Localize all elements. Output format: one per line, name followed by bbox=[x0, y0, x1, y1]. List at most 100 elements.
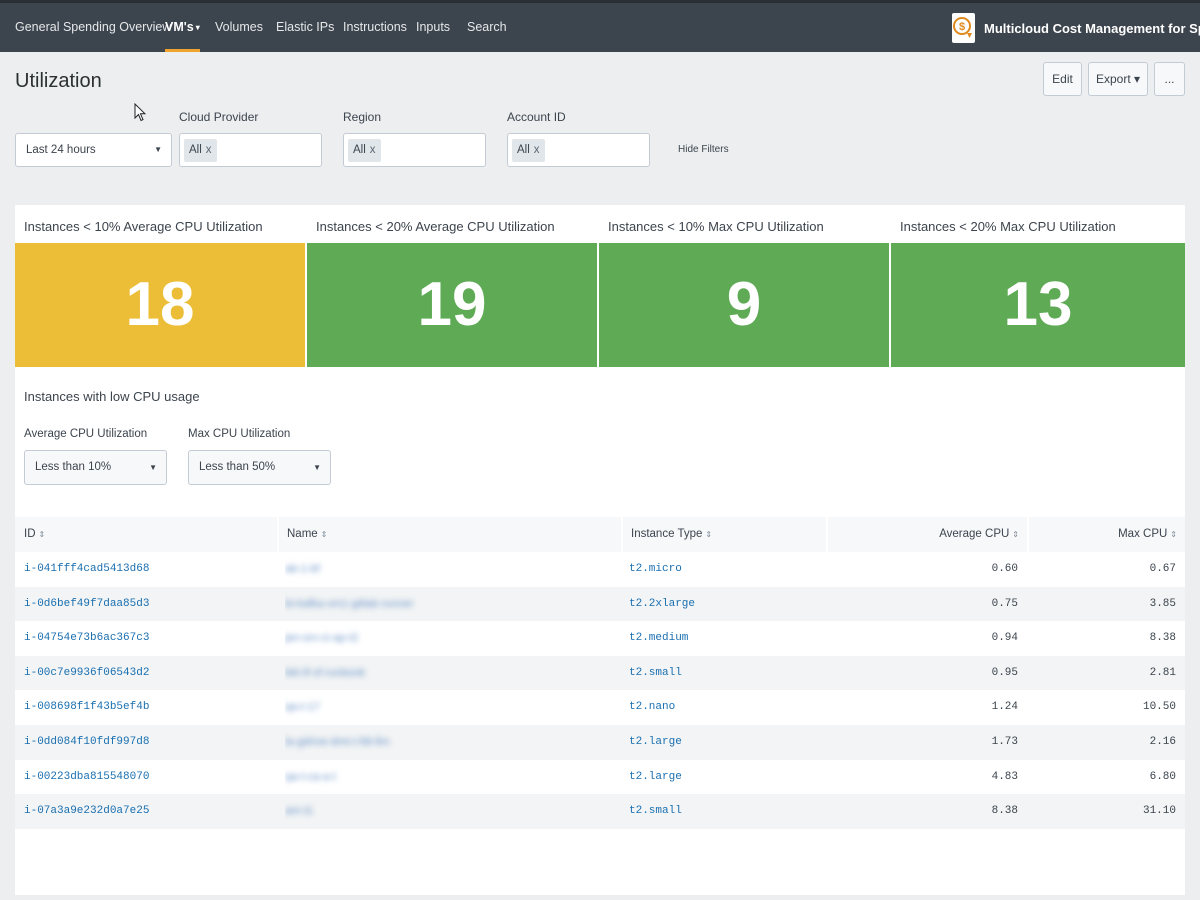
instance-type-link[interactable]: t2.small bbox=[629, 666, 682, 679]
single-value-number: 9 bbox=[726, 270, 762, 339]
region-label: Region bbox=[343, 110, 382, 124]
nav-label: Instructions bbox=[343, 20, 407, 34]
sort-icon: ⇕ bbox=[320, 530, 328, 539]
app-title: Multicloud Cost Management for Splunk bbox=[984, 21, 1200, 36]
page-title: Utilization bbox=[15, 70, 102, 92]
table-row: i-0d6bef49f7daa85d3 bi-kafka-vm1-gitlab-… bbox=[15, 586, 1185, 622]
instance-id-link[interactable]: i-07a3a9e232d0a7e25 bbox=[24, 805, 150, 818]
single-value-tile[interactable]: 19 bbox=[307, 243, 597, 367]
single-value-panel: Instances < 20% Average CPU Utilization … bbox=[307, 205, 597, 367]
nav-search[interactable]: Search bbox=[467, 3, 507, 52]
nav-label: Search bbox=[467, 20, 507, 34]
instance-type-link[interactable]: t2.small bbox=[629, 805, 682, 818]
nav-inputs[interactable]: Inputs bbox=[416, 3, 450, 52]
instance-type-link[interactable]: t2.large bbox=[629, 770, 682, 783]
average-cpu-value: 4.83 bbox=[991, 770, 1018, 783]
instance-type-link[interactable]: t2.nano bbox=[629, 701, 676, 714]
cloud-provider-multiselect[interactable]: All x bbox=[179, 133, 322, 167]
table-row: i-008698f1f43b5ef4b qa-t-17 t2.nano 1.24… bbox=[15, 690, 1185, 725]
average-cpu-value: 0.75 bbox=[991, 597, 1018, 610]
nav-vms[interactable]: VM's ▾ bbox=[165, 3, 200, 52]
account-id-tag: All x bbox=[512, 139, 545, 162]
nav-instructions[interactable]: Instructions bbox=[343, 3, 407, 52]
nav-label: Volumes bbox=[215, 20, 263, 34]
table-row: i-04754e73b6ac367c3 jen-srv-ci-ap-t2 t2.… bbox=[15, 621, 1185, 656]
instance-id-link[interactable]: i-04754e73b6ac367c3 bbox=[24, 632, 150, 645]
instance-name: am-t1 bbox=[285, 794, 445, 829]
table-header: ID ⇕ Name ⇕ Instance Type ⇕ Average CPU ⇕ Ma… bbox=[15, 517, 1185, 552]
single-value-tile[interactable]: 18 bbox=[15, 243, 305, 367]
instance-id-link[interactable]: i-008698f1f43b5ef4b bbox=[24, 701, 150, 714]
average-cpu-value: 1.24 bbox=[991, 701, 1018, 714]
instance-id-link[interactable]: i-0d6bef49f7daa85d3 bbox=[24, 597, 150, 610]
instance-type-link[interactable]: t2.2xlarge bbox=[629, 597, 696, 610]
dashboard-panel: Instances < 10% Average CPU Utilization … bbox=[15, 205, 1185, 895]
svg-text:$: $ bbox=[959, 21, 965, 33]
region-tag: All x bbox=[348, 139, 381, 162]
instance-name: qa-t-ca-a-t bbox=[285, 760, 445, 795]
max-cpu-value: 10.50 bbox=[1142, 701, 1176, 714]
tag-label: All bbox=[517, 144, 530, 156]
column-header-instance-type[interactable]: Instance Type ⇕ bbox=[621, 517, 826, 552]
max-cpu-value: Less than 50% bbox=[199, 461, 276, 473]
nav-general-spending-overview[interactable]: General Spending Overview bbox=[15, 3, 171, 52]
edit-button[interactable]: Edit bbox=[1043, 62, 1082, 96]
hide-filters-link[interactable]: Hide Filters bbox=[678, 144, 729, 155]
instance-id-link[interactable]: i-041fff4cad5413d68 bbox=[24, 563, 150, 575]
export-button[interactable]: Export ▾ bbox=[1088, 62, 1148, 96]
column-label: Average CPU bbox=[939, 528, 1010, 540]
max-cpu-value: 3.85 bbox=[1149, 597, 1176, 610]
max-cpu-dropdown[interactable]: Less than 50% ▼ bbox=[188, 450, 331, 485]
account-id-multiselect[interactable]: All x bbox=[507, 133, 650, 167]
account-id-label: Account ID bbox=[507, 110, 566, 124]
sort-icon: ⇕ bbox=[705, 530, 713, 539]
nav-elastic-ips[interactable]: Elastic IPs bbox=[276, 3, 334, 52]
max-cpu-value: 0.67 bbox=[1149, 563, 1176, 575]
instance-type-link[interactable]: t2.medium bbox=[629, 632, 689, 645]
table-row: i-07a3a9e232d0a7e25 am-t1 t2.small 8.38 … bbox=[15, 794, 1185, 829]
blurred-name-text: ab-1-bf bbox=[285, 563, 320, 575]
blurred-name-text: la-gdrive-dmt-t-fdt-llm bbox=[285, 735, 390, 748]
average-cpu-value: 8.38 bbox=[991, 805, 1018, 818]
single-value-panel: Instances < 10% Max CPU Utilization 9 bbox=[599, 205, 889, 367]
app-logo-icon: $ bbox=[952, 13, 975, 43]
sort-icon: ⇕ bbox=[1170, 530, 1177, 539]
single-value-number: 19 bbox=[417, 270, 487, 339]
blurred-name-text: qa-t-17 bbox=[285, 701, 320, 714]
remove-tag-icon[interactable]: x bbox=[533, 144, 540, 156]
instance-id-link[interactable]: i-00c7e9936f06543d2 bbox=[24, 666, 150, 679]
tag-label: All bbox=[189, 144, 202, 156]
instance-id-link[interactable]: i-00223dba815548070 bbox=[24, 770, 150, 783]
instance-type-link[interactable]: t2.large bbox=[629, 735, 682, 748]
single-value-title: Instances < 20% Max CPU Utilization bbox=[900, 219, 1116, 234]
more-actions-button[interactable]: ... bbox=[1154, 62, 1185, 96]
time-range-picker[interactable]: Last 24 hours ▼ bbox=[15, 133, 172, 167]
column-header-average-cpu[interactable]: Average CPU ⇕ bbox=[826, 517, 1027, 552]
single-value-tile[interactable]: 13 bbox=[891, 243, 1185, 367]
single-value-tile[interactable]: 9 bbox=[599, 243, 889, 367]
low-cpu-panel-title: Instances with low CPU usage bbox=[24, 389, 200, 404]
avg-cpu-dropdown[interactable]: Less than 10% ▼ bbox=[24, 450, 167, 485]
instance-name: la-gdrive-dmt-t-fdt-llm bbox=[285, 725, 445, 760]
region-multiselect[interactable]: All x bbox=[343, 133, 486, 167]
nav-label: Elastic IPs bbox=[276, 20, 335, 34]
average-cpu-value: 1.73 bbox=[991, 735, 1018, 748]
avg-cpu-input-label: Average CPU Utilization bbox=[24, 428, 148, 440]
single-value-panel: Instances < 20% Max CPU Utilization 13 bbox=[891, 205, 1185, 367]
column-header-name[interactable]: Name ⇕ bbox=[277, 517, 621, 552]
dropdown-triangle-icon: ▼ bbox=[154, 145, 162, 154]
column-label: Instance Type bbox=[631, 528, 703, 540]
mouse-cursor-icon bbox=[134, 103, 146, 122]
remove-tag-icon[interactable]: x bbox=[205, 144, 212, 156]
instance-type-link[interactable]: t2.micro bbox=[629, 563, 682, 575]
nav-volumes[interactable]: Volumes bbox=[215, 3, 263, 52]
chevron-down-icon: ▾ bbox=[195, 23, 200, 32]
column-header-max-cpu[interactable]: Max CPU ⇕ bbox=[1027, 517, 1185, 552]
max-cpu-input-label: Max CPU Utilization bbox=[188, 428, 291, 440]
column-header-id[interactable]: ID ⇕ bbox=[15, 517, 277, 552]
single-value-panel: Instances < 10% Average CPU Utilization … bbox=[15, 205, 305, 367]
instance-id-link[interactable]: i-0dd084f10fdf997d8 bbox=[24, 735, 150, 748]
column-label: Max CPU bbox=[1118, 528, 1168, 540]
remove-tag-icon[interactable]: x bbox=[369, 144, 376, 156]
blurred-name-text: bi-kafka-vm1-gitlab-runner bbox=[285, 597, 414, 610]
